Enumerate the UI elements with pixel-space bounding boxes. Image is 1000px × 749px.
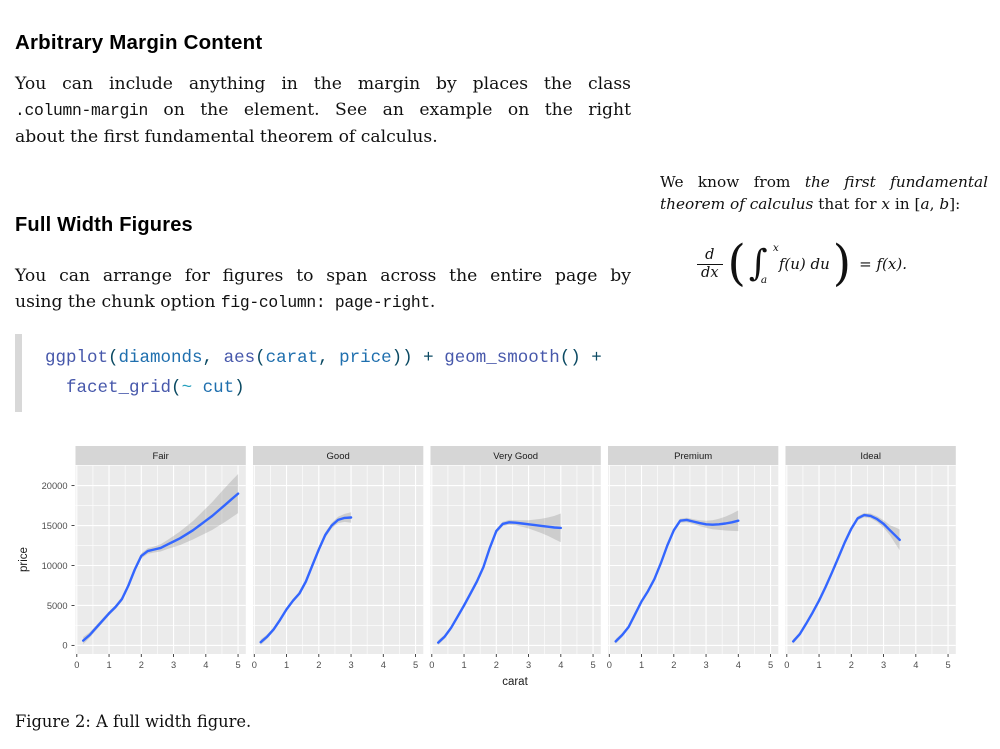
text-line: You can arrange for figures to span acro…: [15, 266, 631, 286]
x-tick-label: 0: [74, 660, 79, 670]
panel-background: [785, 465, 956, 654]
x-tick-label: 5: [590, 660, 595, 670]
facet-strip-label: Ideal: [860, 451, 881, 462]
text-line: theorem of calculus that for x in [a, b]…: [660, 195, 961, 213]
facet-strip-label: Fair: [152, 451, 168, 462]
facet-strip: [75, 446, 246, 465]
y-axis-title: price: [18, 547, 30, 572]
margin-note: We know from the first fundamental theore…: [660, 171, 988, 288]
margin-note-text: We know from the first fundamental theore…: [660, 171, 988, 215]
integral-upper-limit: x: [772, 242, 779, 254]
x-tick-label: 1: [106, 660, 111, 670]
x-tick-label: 4: [913, 660, 918, 670]
x-tick-label: 2: [494, 660, 499, 670]
panel-background: [253, 465, 424, 654]
x-tick-label: 3: [703, 660, 708, 670]
code-line: facet_grid(~ cut): [66, 378, 245, 398]
x-tick-label: 0: [607, 660, 612, 670]
facet-strip-label: Good: [327, 451, 350, 462]
x-tick-label: 4: [736, 660, 741, 670]
x-tick-label: 2: [139, 660, 144, 670]
x-tick-label: 1: [639, 660, 644, 670]
facet-good: Good 0 1 2 3 4 5: [252, 446, 424, 670]
derivative-fraction: d dx: [697, 246, 723, 282]
x-axis-title: carat: [502, 676, 528, 688]
text-line: about the first fundamental theorem of c…: [15, 127, 438, 147]
confidence-band: [83, 474, 239, 645]
facet-strip: [430, 446, 601, 465]
integrand: f(u) du: [778, 255, 830, 273]
x-tick-label: 1: [284, 660, 289, 670]
x-tick-label: 0: [429, 660, 434, 670]
x-tick-label: 3: [171, 660, 176, 670]
x-tick-label: 0: [252, 660, 257, 670]
text-line: We know from the first fundamental: [660, 173, 988, 191]
x-tick-label: 5: [413, 660, 418, 670]
facet-fair: Fair 0 1 2 3 4 5: [74, 446, 246, 670]
facet-ideal: Ideal 0 1 2 3 4 5: [784, 446, 956, 670]
panel-background: [430, 465, 601, 654]
x-tick-label: 4: [558, 660, 563, 670]
facet-strip-label: Very Good: [493, 451, 538, 462]
figure-caption: Figure 2: A full width figure.: [15, 712, 252, 731]
smooth-line: [82, 492, 240, 642]
facet-strip-label: Premium: [674, 451, 712, 462]
x-tick-label: 5: [235, 660, 240, 670]
facet-strip: [608, 446, 779, 465]
x-tick-label: 3: [526, 660, 531, 670]
smooth-line: [792, 513, 901, 643]
formula-rhs: = f(x).: [859, 255, 907, 273]
x-tick-label: 3: [881, 660, 886, 670]
smooth-line: [437, 521, 562, 644]
x-tick-label: 2: [316, 660, 321, 670]
text-line: using the chunk option fig-column: page-…: [15, 292, 436, 312]
y-tick-label: 5000: [47, 601, 68, 611]
y-tick-label: 20000: [42, 481, 68, 491]
smooth-line: [614, 518, 740, 643]
facet-premium: Premium 0 1 2 3 4 5: [607, 446, 779, 670]
heading-arbitrary-margin-content: Arbitrary Margin Content: [15, 31, 263, 54]
calculus-formula: d dx ( ∫ x a f(u) du ) = f(x).: [638, 234, 966, 293]
facet-chart-mount: Fair 0 1 2 3 4 5 Good 0 1 2 3 4 5 Very Good 0 1 2 3 4 5 Premi…: [15, 441, 990, 699]
facet-strip: [785, 446, 956, 465]
integral-lower-limit: a: [760, 274, 768, 286]
x-tick-label: 1: [816, 660, 821, 670]
right-paren: ): [832, 234, 852, 293]
y-tick-label: 0: [62, 641, 67, 651]
smooth-line: [259, 516, 353, 644]
full-width-figure: Fair 0 1 2 3 4 5 Good 0 1 2 3 4 5 Very Good 0 1 2 3 4 5 Premi…: [15, 441, 990, 695]
confidence-band: [260, 512, 352, 645]
x-tick-label: 0: [784, 660, 789, 670]
integral-sign: ∫: [748, 243, 768, 284]
x-tick-label: 5: [945, 660, 950, 670]
x-tick-label: 4: [203, 660, 208, 670]
x-tick-label: 5: [768, 660, 773, 670]
panel-background: [75, 465, 246, 654]
heading-full-width-figures: Full Width Figures: [15, 213, 193, 236]
y-tick-label: 15000: [42, 521, 68, 531]
x-tick-label: 2: [849, 660, 854, 670]
y-tick-label: 10000: [42, 561, 68, 571]
text-line: You can include anything in the margin b…: [15, 74, 631, 94]
paragraph-full-width: You can arrange for figures to span acro…: [15, 263, 631, 316]
inline-code: fig-column: page-right: [220, 293, 430, 312]
x-tick-label: 2: [671, 660, 676, 670]
panel-background: [608, 465, 779, 654]
integral-group: ∫ x a: [748, 240, 779, 288]
code-line: ggplot(diamonds, aes(carat, price)) + ge…: [45, 348, 602, 368]
code-block: ggplot(diamonds, aes(carat, price)) + ge…: [15, 334, 765, 412]
facet-strip: [253, 446, 424, 465]
x-tick-label: 3: [348, 660, 353, 670]
x-tick-label: 4: [381, 660, 386, 670]
fraction-numerator: d: [705, 246, 715, 263]
left-paren: (: [727, 234, 746, 293]
text-line: .column-margin on the element. See an ex…: [15, 100, 631, 120]
paragraph-margin-content: You can include anything in the margin b…: [15, 71, 631, 150]
inline-code: .column-margin: [15, 101, 148, 120]
x-tick-label: 1: [461, 660, 466, 670]
fraction-denominator: dx: [697, 263, 723, 282]
facet-very-good: Very Good 0 1 2 3 4 5: [429, 446, 601, 670]
